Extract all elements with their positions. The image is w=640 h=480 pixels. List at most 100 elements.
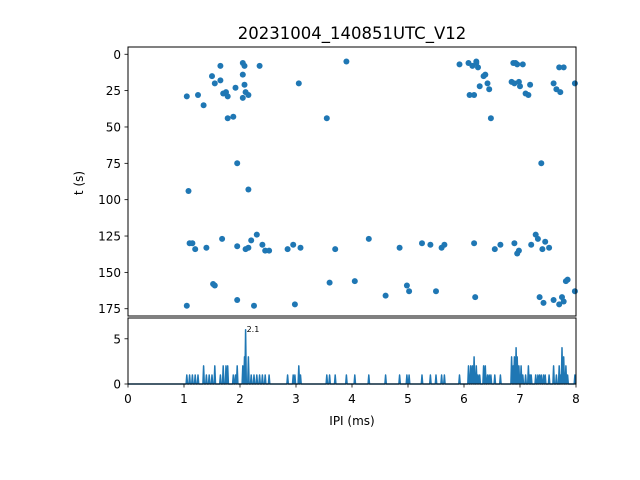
scatter-point [245,92,252,98]
scatter-point [203,244,210,251]
scatter-point [224,115,231,122]
scatter-point [427,241,434,248]
y-tick-label: 100 [98,193,121,207]
scatter-point [234,160,241,167]
scatter-point [491,246,498,253]
scatter-point [546,244,553,251]
scatter-point [487,115,494,122]
scatter-point [245,186,252,193]
scatter-point [419,240,425,247]
scatter-point [297,244,304,251]
scatter-point [403,282,410,289]
scatter-point [251,302,257,309]
y-tick-label: 25 [106,84,121,98]
scatter-point [248,237,255,244]
y-tick-label: 0 [113,48,121,62]
scatter-point [332,246,339,253]
scatter-point [476,83,483,90]
y-tick-label: 5 [113,332,121,346]
x-tick-label: 5 [404,392,412,406]
x-tick-label: 3 [292,392,300,406]
x-tick-label: 6 [460,392,468,406]
scatter-point [396,244,403,251]
x-tick-label: 2 [236,392,244,406]
scatter-point [406,288,413,295]
y-tick-label: 150 [98,266,121,280]
scatter-point [211,80,218,87]
scatter-point [527,81,534,88]
top-y-axis-label: t (s) [72,171,86,195]
scatter-point [538,160,545,167]
scatter-point [217,62,224,69]
y-tick-label: 125 [98,230,121,244]
y-tick-label: 75 [106,157,121,171]
peak-annotation: 2.1 [247,325,260,334]
scatter-point [217,77,224,84]
scatter-point [528,241,535,248]
scatter-point [557,89,564,96]
scatter-point [295,80,302,87]
scatter-point [239,94,246,101]
scatter-point [284,246,291,253]
scatter-point [224,93,231,100]
x-tick-label: 1 [180,392,188,406]
bottom-plot-frame [127,317,577,385]
scatter-point [185,188,192,194]
scatter-point [189,240,196,247]
scatter-point [514,61,521,68]
scatter-point [515,247,522,254]
scatter-point [253,231,260,238]
scatter-point [230,113,237,120]
x-tick-label: 0 [124,392,132,406]
scatter-point [183,302,190,309]
scatter-point [517,83,523,90]
scatter-point [441,241,448,248]
scatter-point [195,92,201,98]
scatter-point [540,299,547,306]
scatter-point [536,294,543,301]
bottom-x-axis-ticks: 0 1 2 3 4 5 6 7 8 [124,384,580,406]
scatter-point [497,241,504,248]
scatter-point [259,241,266,248]
x-tick-label: 4 [348,392,356,406]
scatter-point [571,288,578,295]
scatter-point [472,294,479,301]
scatter-point [234,243,241,250]
scatter-point [486,86,493,93]
scatter-point [256,62,263,69]
scatter-point [484,80,491,87]
scatter-point [466,92,473,98]
scatter-point [475,64,481,71]
scatter-point [290,241,297,248]
scatter-point [245,244,252,251]
scatter-point [343,58,350,65]
scatter-point [560,298,567,305]
scatter-point [266,247,273,254]
top-plot-frame [127,46,577,317]
scatter-point [211,282,218,289]
scatter-point [326,279,333,286]
x-axis-label: IPI (ms) [329,414,374,428]
chart-title: 20231004_140851UTC_V12 [238,24,466,44]
scatter-point [471,240,478,247]
scatter-point [183,93,190,100]
scatter-point [571,80,578,87]
scatter-points [183,58,578,309]
scatter-point [291,301,298,308]
scatter-point [511,240,518,247]
scatter-point [433,288,439,295]
scatter-point [542,238,549,245]
scatter-point [550,297,557,303]
scatter-point [471,92,478,98]
x-tick-label: 8 [572,392,580,406]
scatter-point [539,246,546,253]
scatter-point [232,84,239,91]
y-tick-label: 50 [106,120,121,134]
scatter-point [519,61,526,68]
top-y-axis-ticks: 0 25 50 75 100 125 150 175 [98,48,128,316]
scatter-point [556,64,563,71]
scatter-point [200,102,207,109]
scatter-point [525,92,532,98]
scatter-point [241,81,248,88]
